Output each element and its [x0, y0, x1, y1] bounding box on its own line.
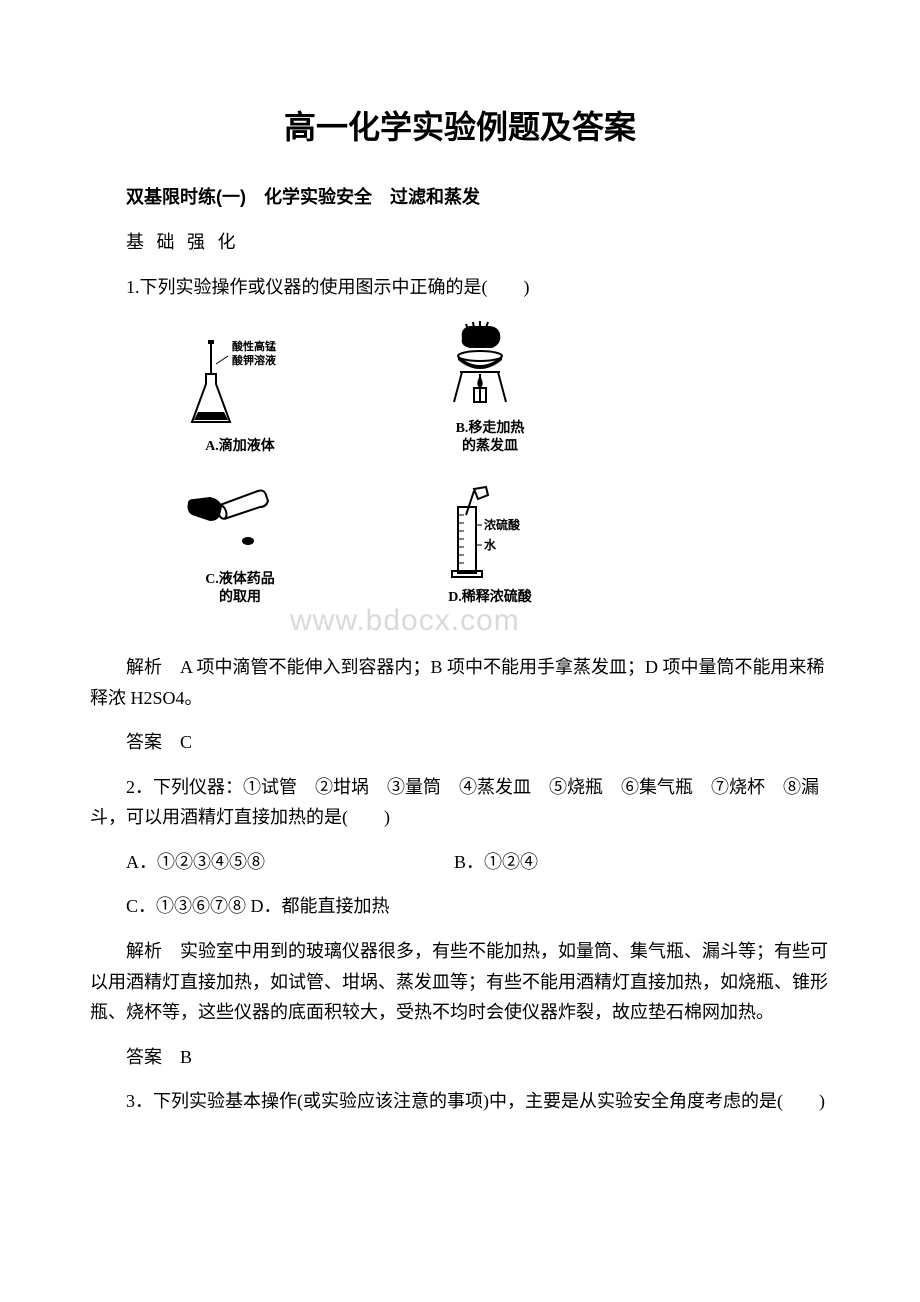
diagram-c: C.液体药品 的取用 [160, 467, 320, 607]
q2-option-a: A．①②③④⑤⑧ [126, 852, 265, 872]
q1-stem: 1.下列实验操作或仪器的使用图示中正确的是( ) [90, 272, 830, 303]
diagram-b-label: B.移走加热 的蒸发皿 [456, 420, 525, 456]
subtitle: 双基限时练(一) 化学实验安全 过滤和蒸发 [90, 182, 830, 213]
diagram-c-svg [180, 467, 300, 567]
q2-stem: 2．下列仪器：①试管 ②坩埚 ③量筒 ④蒸发皿 ⑤烧瓶 ⑥集气瓶 ⑦烧杯 ⑧漏斗… [90, 772, 830, 833]
diagram-d: 浓硫酸 水 D.稀释浓硫酸 [410, 485, 570, 607]
diagram-c-label: C.液体药品 的取用 [205, 571, 275, 607]
svg-text:酸性高锰: 酸性高锰 [232, 339, 276, 353]
q2-option-b: B．①②④ [454, 852, 538, 872]
section-label: 基 础 强 化 [90, 227, 830, 258]
svg-text:浓硫酸: 浓硫酸 [484, 517, 521, 532]
svg-text:水: 水 [484, 537, 497, 552]
q2-options-line2: C．①③⑥⑦⑧ D．都能直接加热 [90, 891, 830, 922]
q2-analysis: 解析 实验室中用到的玻璃仪器很多，有些不能加热，如量筒、集气瓶、漏斗等；有些可以… [90, 936, 830, 1028]
q1-diagrams: 酸性高锰 酸钾溶液 A.滴加液体 [160, 316, 830, 607]
diagram-a-label: A.滴加液体 [205, 438, 275, 456]
svg-text:酸钾溶液: 酸钾溶液 [232, 353, 277, 367]
diagram-a-svg: 酸性高锰 酸钾溶液 [180, 334, 300, 434]
q2-options-line1: A．①②③④⑤⑧ B．①②④ [90, 847, 830, 878]
page-title: 高一化学实验例题及答案 [90, 100, 830, 154]
diagram-row-2: C.液体药品 的取用 浓硫酸 水 [160, 467, 830, 607]
diagram-row-1: 酸性高锰 酸钾溶液 A.滴加液体 [160, 316, 830, 456]
q2-answer: 答案 B [90, 1042, 830, 1073]
diagram-a: 酸性高锰 酸钾溶液 A.滴加液体 [160, 334, 320, 456]
diagram-d-svg: 浓硫酸 水 [430, 485, 550, 585]
q3-stem: 3．下列实验基本操作(或实验应该注意的事项)中，主要是从实验安全角度考虑的是( … [90, 1086, 830, 1117]
diagram-b-svg [430, 316, 550, 416]
q1-analysis: 解析 A 项中滴管不能伸入到容器内；B 项中不能用手拿蒸发皿；D 项中量筒不能用… [90, 652, 830, 713]
q1-answer: 答案 C [90, 727, 830, 758]
diagram-b: B.移走加热 的蒸发皿 [410, 316, 570, 456]
